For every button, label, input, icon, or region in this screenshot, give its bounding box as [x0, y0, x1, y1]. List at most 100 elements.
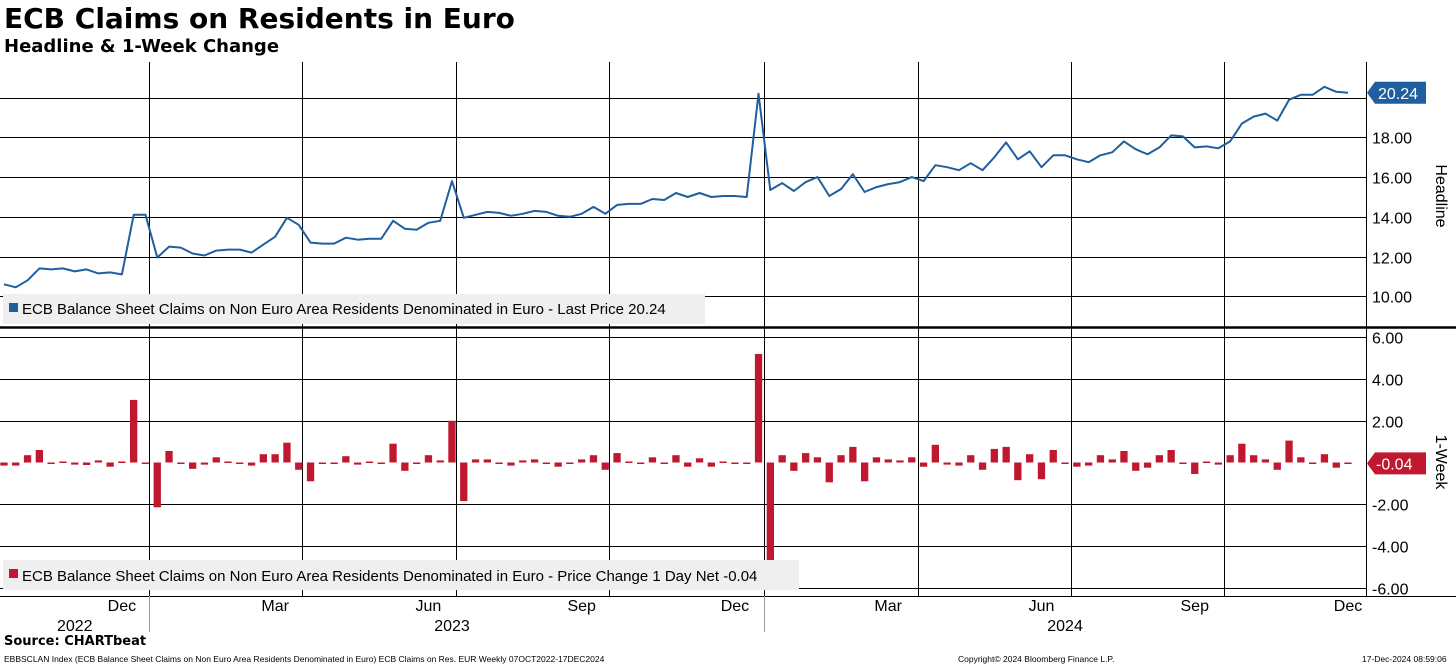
footer-description: EBBSCLAN Index (ECB Balance Sheet Claims… — [4, 654, 605, 664]
change-bar — [1085, 462, 1093, 466]
change-bar — [967, 455, 975, 463]
footer-copyright: Copyright© 2024 Bloomberg Finance L.P. — [958, 654, 1115, 664]
change-bar — [354, 462, 362, 465]
chart-subtitle: Headline & 1-Week Change — [4, 36, 280, 57]
change-bar — [1320, 454, 1329, 463]
change-bar — [306, 462, 315, 482]
change-legend-bg — [3, 560, 799, 590]
headline-last-value: 20.24 — [1378, 86, 1418, 103]
change-legend: ECB Balance Sheet Claims on Non Euro Are… — [3, 560, 799, 590]
x-year-label: 2022 — [57, 618, 93, 635]
change-bar — [189, 462, 197, 469]
change-bar — [94, 460, 102, 463]
change-bar — [130, 399, 138, 463]
headline-legend: ECB Balance Sheet Claims on Non Euro Are… — [3, 294, 705, 324]
change-bar — [71, 462, 79, 465]
change-bar — [990, 448, 998, 463]
change-bar — [47, 462, 55, 464]
change-bar — [1344, 462, 1352, 464]
axis-layer — [0, 62, 1456, 597]
change-bar — [436, 460, 444, 463]
change-bar — [12, 462, 20, 466]
change-bar — [1026, 454, 1034, 463]
change-bar — [1202, 461, 1211, 463]
change-bar — [684, 462, 692, 467]
change-bar — [1132, 462, 1140, 471]
x-month-label: Dec — [721, 598, 749, 615]
change-bar — [224, 461, 232, 463]
headline-legend-text: ECB Balance Sheet Claims on Non Euro Are… — [22, 301, 666, 318]
change-bar — [247, 462, 256, 466]
change-bar — [802, 453, 810, 463]
change-bar — [495, 462, 503, 464]
change-bar — [1037, 462, 1046, 480]
x-month-label: Sep — [567, 598, 596, 615]
change-bar — [778, 455, 786, 463]
change-bar — [1049, 450, 1057, 463]
source-note: Source: CHARTbeat — [4, 634, 147, 649]
change-y-tick-label: -2.00 — [1372, 498, 1409, 515]
change-bar — [165, 451, 173, 463]
change-bar — [743, 462, 751, 464]
change-bar — [177, 462, 185, 464]
change-bar — [1167, 450, 1175, 463]
headline-last-value-tag: 20.24 — [1367, 81, 1426, 104]
change-bar — [153, 462, 161, 508]
headline-legend-swatch — [9, 303, 18, 312]
change-bars — [0, 354, 1352, 564]
change-y-tick-label: -4.00 — [1372, 540, 1409, 557]
change-bar — [483, 459, 491, 463]
change-bar — [1143, 462, 1152, 468]
grid-layer — [0, 62, 1366, 596]
change-bar — [507, 462, 515, 466]
change-bar — [872, 457, 881, 463]
change-bar — [330, 462, 338, 464]
change-bar — [978, 462, 987, 470]
change-bar — [660, 462, 668, 464]
change-bar — [389, 443, 397, 463]
change-bar — [601, 462, 609, 470]
change-bar — [1332, 462, 1340, 468]
change-bar — [578, 459, 586, 463]
change-bar — [1155, 455, 1163, 463]
change-bar — [566, 462, 574, 464]
change-bar — [471, 459, 480, 463]
headline-legend-bg — [3, 294, 705, 324]
change-bar — [1226, 455, 1234, 463]
change-bar — [637, 462, 645, 464]
change-bar — [849, 446, 857, 463]
x-month-label: Jun — [1029, 598, 1055, 615]
change-bar — [554, 462, 562, 467]
change-bar — [731, 462, 739, 464]
headline-y-tick-label: 16.00 — [1372, 171, 1412, 188]
change-bar — [542, 462, 550, 464]
chart-title: ECB Claims on Residents in Euro — [4, 2, 515, 35]
change-y-tick-label: 4.00 — [1372, 373, 1403, 390]
change-bar — [377, 462, 385, 464]
change-bar — [613, 453, 621, 463]
footer-timestamp: 17-Dec-2024 08:59:06 — [1362, 654, 1447, 664]
change-bar — [884, 459, 892, 463]
change-bar — [813, 457, 822, 463]
change-bar — [896, 460, 904, 463]
change-bar — [695, 458, 704, 463]
headline-series — [3, 85, 1349, 289]
change-bar — [1061, 462, 1069, 464]
change-bar — [342, 456, 350, 463]
x-year-label: 2023 — [434, 618, 470, 635]
change-bar — [519, 460, 527, 463]
change-bar — [1108, 459, 1116, 463]
change-bar — [1261, 459, 1270, 463]
x-year-label: 2024 — [1047, 618, 1083, 635]
change-bar — [401, 462, 409, 471]
x-month-label: Jun — [416, 598, 442, 615]
headline-y-tick-label: 18.00 — [1372, 131, 1412, 148]
change-bar — [589, 455, 598, 463]
change-bar — [648, 457, 657, 463]
change-bar — [35, 450, 43, 463]
change-bar — [825, 462, 833, 483]
change-last-value-tag: -0.04 — [1367, 452, 1426, 475]
change-bar — [1297, 457, 1305, 463]
change-bar — [0, 462, 8, 466]
